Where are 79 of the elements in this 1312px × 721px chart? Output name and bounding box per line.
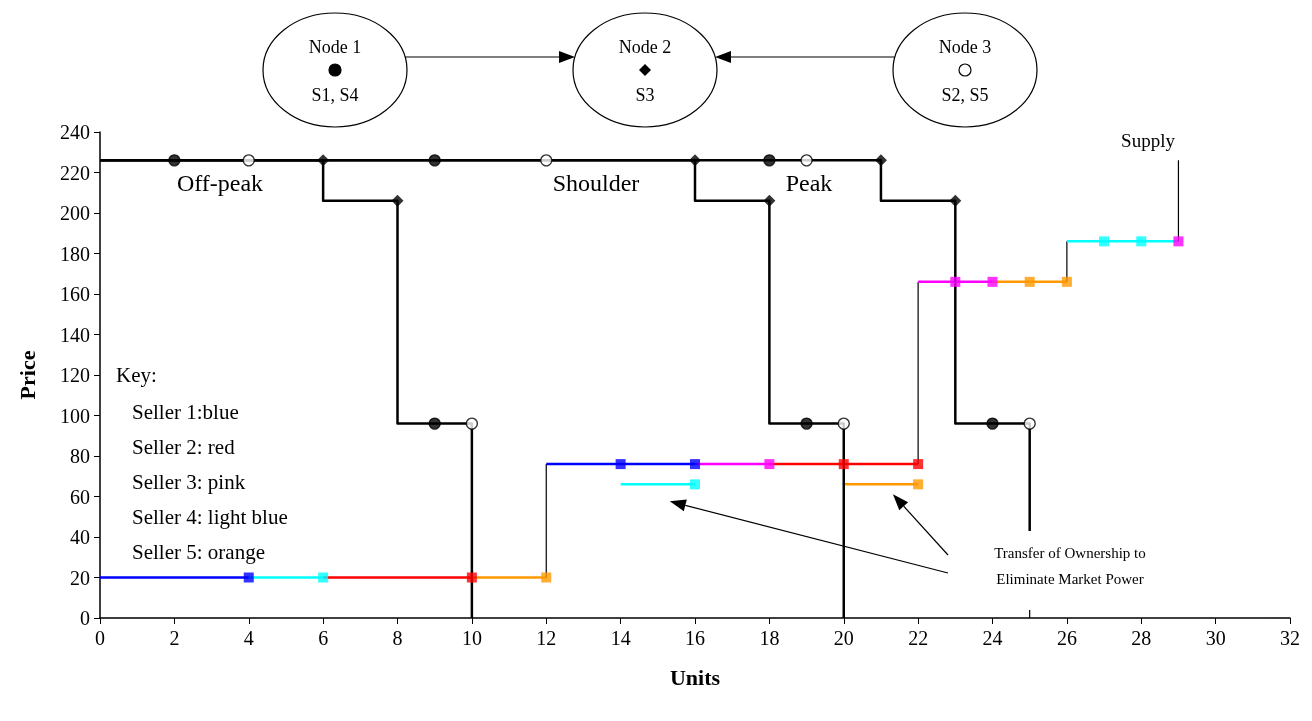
y-tick-label: 180: [60, 242, 90, 265]
annotation: Seller 2: red: [132, 435, 236, 459]
point: [1136, 236, 1147, 247]
point: [391, 194, 404, 207]
x-tick-label: 14: [610, 627, 631, 649]
point: [690, 479, 700, 490]
point: [168, 154, 181, 167]
point: [837, 417, 850, 430]
x-tick-label: 2: [169, 627, 180, 649]
annotation: Seller 1:blue: [132, 400, 239, 424]
y-tick-label: 200: [60, 202, 90, 224]
x-tick-label: 8: [392, 627, 403, 649]
point: [541, 572, 552, 583]
point: [242, 154, 255, 167]
point: [986, 417, 999, 430]
x-tick-label: 16: [685, 627, 705, 649]
node-ellipse: Node 1 S1, S4: [262, 12, 408, 128]
point: [1099, 236, 1110, 247]
point: [838, 459, 849, 470]
x-axis-title: Units: [669, 664, 721, 690]
point: [540, 154, 553, 167]
y-axis-title: Price: [14, 350, 40, 400]
point: [950, 276, 961, 287]
x-tick-label: 12: [536, 627, 557, 649]
point: [1061, 276, 1072, 287]
x-tick-label: 24: [982, 627, 1003, 649]
x-tick-label: 20: [833, 627, 854, 649]
y-tick-label: 0: [80, 607, 90, 629]
point: [243, 572, 254, 583]
point: [763, 194, 776, 207]
point: [763, 154, 776, 167]
x-tick-label: 30: [1205, 627, 1226, 649]
point: [1024, 276, 1035, 287]
y-tick-label: 160: [60, 283, 90, 305]
annotation: Transfer of Ownership to Eliminate Market Power: [994, 545, 1146, 587]
point: [913, 459, 924, 470]
annotation: Supply: [1121, 129, 1176, 151]
x-tick-label: 28: [1131, 627, 1152, 649]
y-tick-label: 240: [60, 121, 90, 143]
point: [465, 417, 479, 430]
point: [318, 572, 329, 583]
x-tick-label: 22: [908, 627, 929, 649]
annotation: Peak: [785, 170, 833, 196]
annotation: Seller 3: pink: [132, 470, 246, 494]
x-tick-label: 6: [318, 627, 329, 649]
point: [466, 572, 477, 583]
point: [428, 417, 441, 430]
point: [913, 479, 924, 490]
point: [949, 194, 962, 207]
annotation: Seller 4: light blue: [132, 505, 288, 529]
point: [615, 459, 626, 470]
point: [1023, 417, 1036, 430]
point: [1173, 236, 1184, 247]
point: [987, 276, 998, 287]
point: [764, 459, 775, 470]
point: [690, 459, 700, 470]
annotation: Off-peak: [176, 170, 264, 196]
y-tick-label: 140: [60, 323, 90, 346]
annotation: Key:: [116, 363, 157, 387]
y-tick-label: 20: [70, 566, 90, 589]
x-tick-label: 32: [1280, 627, 1300, 649]
node-ellipse: Node 3 S2, S5: [892, 12, 1038, 128]
x-tick-label: 26: [1056, 627, 1077, 649]
x-tick-label: 10: [461, 627, 482, 649]
y-tick-label: 100: [60, 404, 90, 427]
x-tick-label: 0: [95, 627, 105, 649]
y-tick-label: 80: [70, 445, 90, 467]
y-tick-label: 40: [70, 526, 90, 548]
y-tick-label: 220: [60, 161, 90, 184]
x-tick-label: 4: [243, 627, 254, 649]
node-ellipse: Node 2 S3: [572, 12, 718, 128]
annotation: Seller 5: orange: [132, 540, 265, 564]
y-tick-label: 60: [70, 485, 90, 508]
annotation: Shoulder: [552, 170, 640, 196]
x-tick-label: 18: [759, 627, 780, 649]
point: [800, 417, 813, 430]
y-tick-label: 120: [60, 364, 90, 386]
point: [800, 154, 813, 167]
point: [428, 154, 441, 167]
